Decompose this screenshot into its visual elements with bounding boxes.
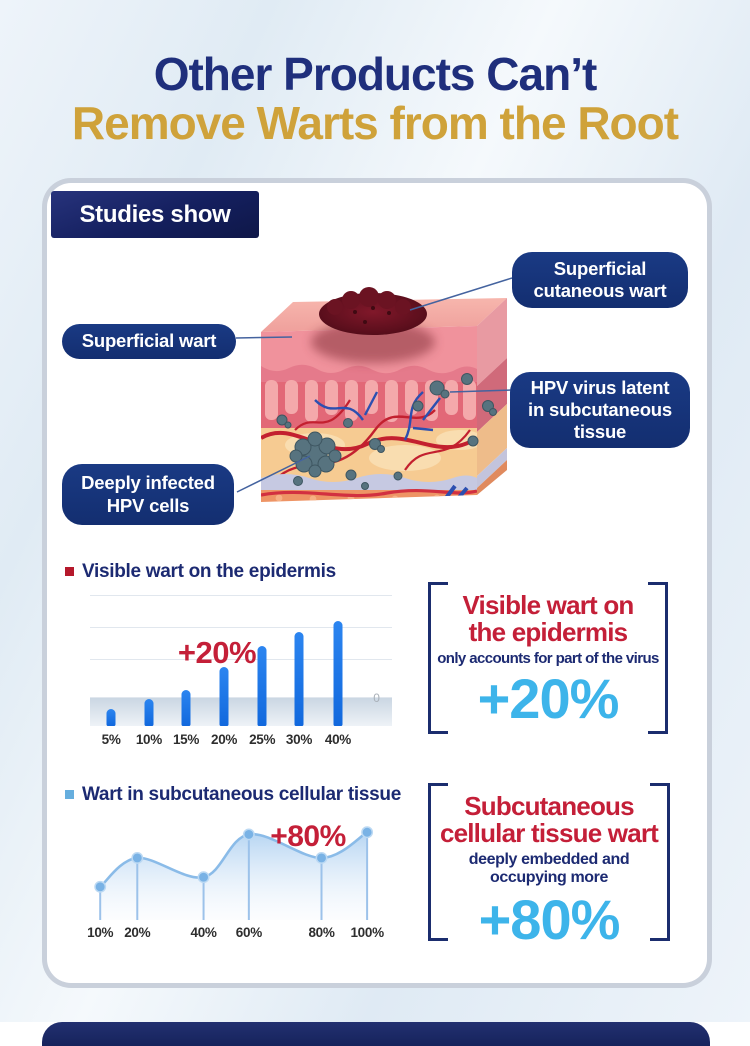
line-chart [85,813,389,920]
section1-heading: Visible wart on the epidermis [65,561,336,583]
line-chart-x-label: 40% [190,925,217,940]
bar [106,708,116,726]
bar-chart-x-label: 10% [135,732,162,747]
page-title: Other Products Can’t Remove Warts from t… [0,50,750,148]
stat-box2-subtitle: deeply embedded and occupying more [468,851,630,887]
data-point-marker [315,851,328,864]
line-chart-x-labels: 10% 20% 40% 60% 80% 100% [85,925,389,943]
bar-chart-x-label: 20% [211,732,238,747]
bar [294,632,304,726]
line-chart-x-label: 60% [235,925,262,940]
bar-chart-gridline [90,594,392,596]
skin-cross-section-illustration [261,287,507,502]
skin-front-face [261,326,477,502]
stat-box1-title: Visible wart on the epidermis [462,590,634,648]
callout-hpv-virus-latent: HPV virus latent in subcutaneous tissue [510,372,690,448]
section2-heading-text: Wart in subcutaneous cellular tissue [82,784,401,805]
bar-chart: 0 [90,592,392,726]
next-section-bar [42,1022,710,1046]
bar [219,667,229,726]
line-chart-x-label: 80% [308,925,335,940]
data-point-marker [131,851,144,864]
surface-wart [319,287,427,335]
data-point-marker [242,828,255,841]
skin-side-face [477,298,507,495]
line-chart-x-label: 10% [87,925,114,940]
bar-chart-x-label: 15% [172,732,200,747]
blue-square-bullet-icon [65,790,74,799]
bar [144,699,154,726]
line-chart-svg [94,826,374,920]
bar-chart-zero-label: 0 [373,691,380,706]
stat-box1-value: +20% [477,667,620,731]
bar [181,689,191,726]
studies-card: Studies show [47,183,707,983]
area-fill [100,832,368,920]
line-chart-x-label: 20% [124,925,151,940]
bar-chart-x-label: 5% [101,732,121,747]
bar [257,645,267,726]
wart-subsurface-shadow [311,321,435,363]
bar-chart-x-label: 30% [285,732,313,747]
callout-superficial-wart: Superficial wart [62,324,236,359]
callout-deeply-infected-hpv-cells: Deeply infected HPV cells [62,464,234,525]
line-chart-annotation: +80% [270,820,346,853]
page-title-line-1: Other Products Can’t [153,48,598,100]
data-point-marker [94,880,107,893]
bar-chart-gridline [90,696,392,698]
data-point-marker [197,871,210,884]
bar [333,621,343,726]
section2-heading: Wart in subcutaneous cellular tissue [65,784,401,806]
data-point-marker [361,826,374,839]
stat-box2-value: +80% [478,887,621,951]
subcutaneous-stat-box: Subcutaneous cellular tissue wart deeply… [428,783,670,947]
bar-chart-x-label: 25% [249,732,276,747]
line-chart-generated [94,826,374,920]
stat-box1-subtitle: only accounts for part of the virus [437,650,659,668]
bar-chart-annotation: +20% [177,635,257,670]
line-chart-x-label: 100% [350,925,384,940]
red-square-bullet-icon [65,567,74,576]
stat-box2-title: Subcutaneous cellular tissue wart [439,791,659,849]
section1-heading-text: Visible wart on the epidermis [82,561,336,582]
bar-chart-x-labels: 5% 10% 15% 20% 25% 30% 40% [90,732,392,750]
callout-superficial-cutaneous-wart: Superficial cutaneous wart [512,252,688,308]
studies-show-badge: Studies show [51,191,259,238]
bar-chart-x-label: 40% [324,732,351,747]
bar-chart-baseline-band [90,696,392,726]
bar-chart-gridline [90,626,392,628]
bar-chart-gridline [90,659,392,660]
epidermis-stat-box: Visible wart on the epidermis only accou… [428,582,668,734]
page-title-line-2: Remove Warts from the Root [71,96,679,149]
